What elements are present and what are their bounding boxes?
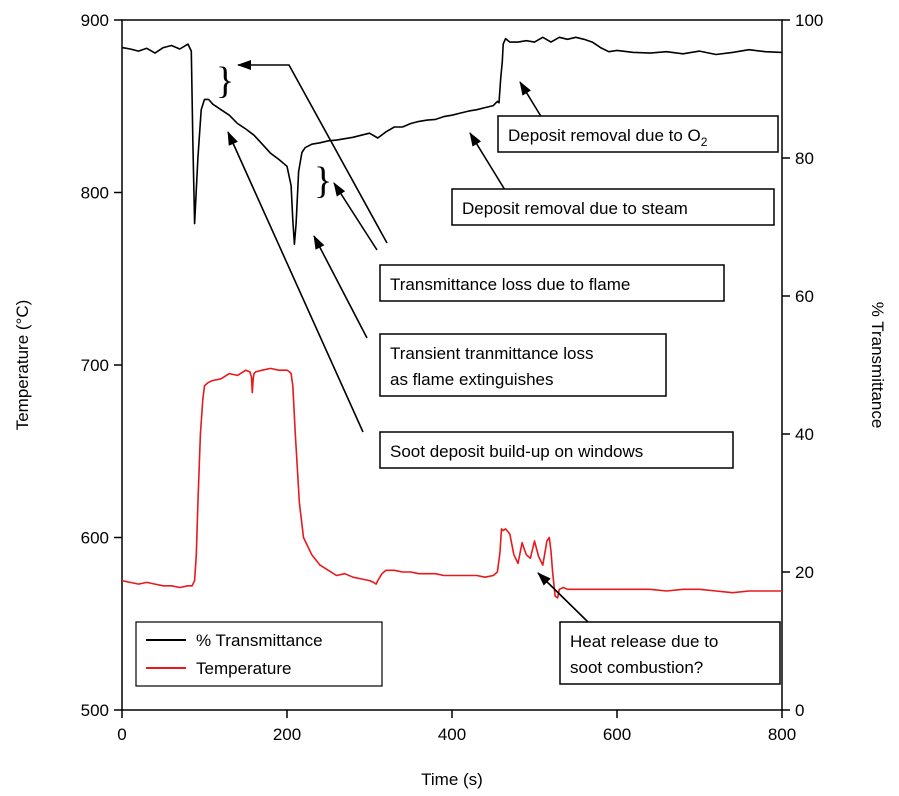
svg-text:Deposit removal due to O2: Deposit removal due to O2 [508,126,708,149]
series-line-temperature [121,367,782,599]
annotation-transient-line2: as flame extinguishes [390,370,553,389]
x-axis: 0 200 400 600 800 [117,710,796,744]
y-right-axis-title: % Transmittance [868,302,887,429]
x-axis-title: Time (s) [421,770,483,789]
y-left-axis-title: Temperature (°C) [13,300,32,431]
x-tick-label-2: 400 [438,725,466,744]
annotation-heat-line1: Heat release due to [570,632,718,651]
annotation-heat-line2: soot combustion? [570,658,703,677]
arrow-steam-removal [469,132,506,191]
annotation-o2-removal: Deposit removal due to O2 [497,115,779,153]
arrow-soot-buildup [227,131,364,433]
arrow-flame-loss [237,60,388,244]
x-tick-label-3: 600 [603,725,631,744]
annotation-transient-loss: Transient tranmittance loss as flame ext… [379,333,667,397]
legend-label-temperature: Temperature [196,659,291,678]
series-layer [121,36,783,599]
annotation-o2-text: Deposit removal due to O [508,126,701,145]
annotation-steam-removal: Deposit removal due to steam [451,188,775,226]
y-axis-left: 500 600 700 800 900 [81,11,122,720]
y-left-tick-label-4: 900 [81,11,109,30]
y-right-tick-label-1: 20 [795,563,814,582]
annotation-soot-text: Soot deposit build-up on windows [390,442,643,461]
annotation-flame-text: Transmittance loss due to flame [390,275,630,294]
arrow-transient-loss [313,235,368,339]
annotation-o2-subscript: 2 [701,135,708,149]
arrow-flame-loss-2 [333,182,378,251]
legend: % Transmittance Temperature [135,621,383,687]
series-line-transmittance [121,36,783,245]
x-tick-label-1: 200 [273,725,301,744]
annotation-steam-text: Deposit removal due to steam [462,199,688,218]
y-right-tick-label-5: 100 [795,11,823,30]
y-right-tick-label-0: 0 [795,701,804,720]
arrow-heat-release [537,572,589,623]
annotation-transient-line1: Transient tranmittance loss [390,344,593,363]
y-right-tick-label-3: 60 [795,287,814,306]
y-axis-right: 0 20 40 60 80 100 [782,11,823,720]
x-tick-label-0: 0 [117,725,126,744]
y-left-tick-label-0: 500 [81,701,109,720]
annotation-heat-release: Heat release due to soot combustion? [559,621,781,685]
brace-transient-loss: } [314,160,332,202]
annotation-soot-buildup: Soot deposit build-up on windows [379,431,734,469]
y-right-tick-label-2: 40 [795,425,814,444]
arrow-o2-removal [519,81,543,119]
annotation-flame-loss: Transmittance loss due to flame [379,264,725,302]
y-right-tick-label-4: 80 [795,149,814,168]
y-left-tick-label-1: 600 [81,529,109,548]
legend-label-transmittance: % Transmittance [196,631,323,650]
y-left-tick-label-3: 800 [81,184,109,203]
y-left-tick-label-2: 700 [81,356,109,375]
annotation-arrows [227,60,589,623]
x-tick-label-4: 800 [768,725,796,744]
brace-flame-loss: } [216,60,234,102]
